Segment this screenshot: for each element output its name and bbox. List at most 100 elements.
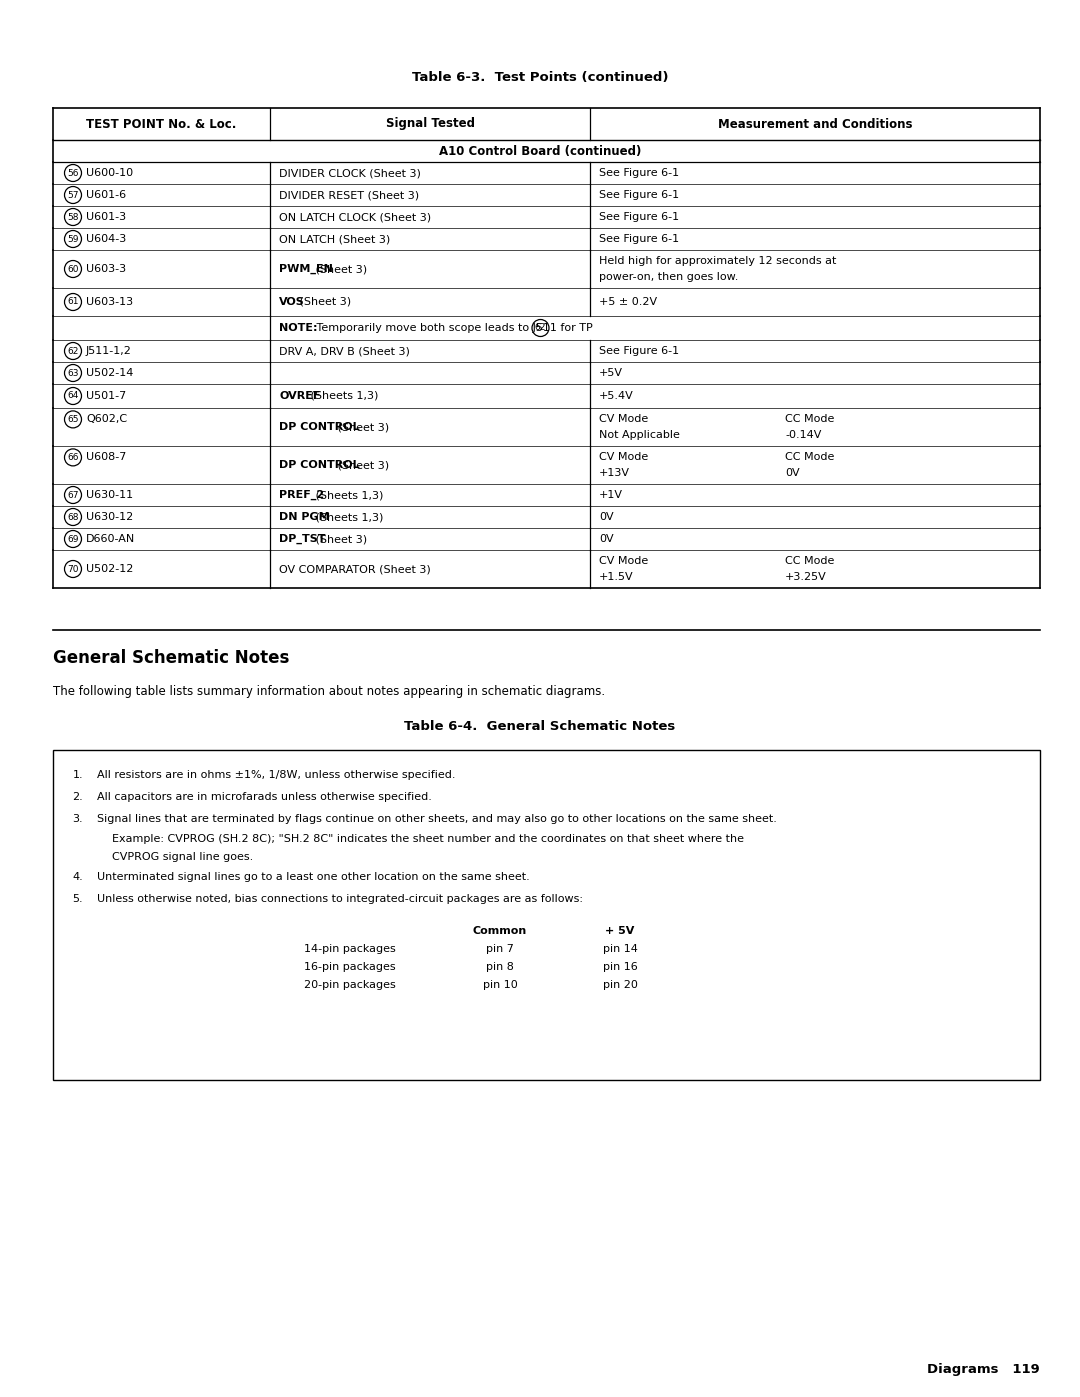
Text: U502-12: U502-12 — [86, 564, 133, 574]
Text: DIVIDER RESET (Sheet 3): DIVIDER RESET (Sheet 3) — [279, 190, 419, 200]
Text: U604-3: U604-3 — [86, 235, 126, 244]
Text: (Sheet 3): (Sheet 3) — [312, 534, 367, 543]
Text: 0V: 0V — [599, 534, 613, 543]
Text: 59: 59 — [67, 235, 79, 243]
Text: DIVIDER CLOCK (Sheet 3): DIVIDER CLOCK (Sheet 3) — [279, 168, 421, 177]
Text: DP_TST: DP_TST — [279, 534, 325, 545]
Text: 58: 58 — [67, 212, 79, 222]
Text: +5 ± 0.2V: +5 ± 0.2V — [599, 298, 657, 307]
Text: 65: 65 — [67, 415, 79, 423]
Text: +1.5V: +1.5V — [599, 571, 634, 581]
Text: 0V: 0V — [599, 511, 613, 522]
Text: Table 6-4.  General Schematic Notes: Table 6-4. General Schematic Notes — [404, 719, 676, 732]
Text: The following table lists summary information about notes appearing in schematic: The following table lists summary inform… — [53, 686, 605, 698]
Text: pin 16: pin 16 — [603, 963, 637, 972]
Text: pin 7: pin 7 — [486, 944, 514, 954]
Text: U603-13: U603-13 — [86, 298, 133, 307]
Text: 69: 69 — [67, 535, 79, 543]
Text: (Sheet 3): (Sheet 3) — [335, 422, 390, 432]
Text: (Sheet 3): (Sheet 3) — [335, 460, 390, 469]
Text: DP CONTROL: DP CONTROL — [279, 422, 360, 432]
Text: Unterminated signal lines go to a least one other location on the same sheet.: Unterminated signal lines go to a least … — [97, 872, 530, 882]
Text: U501-7: U501-7 — [86, 391, 126, 401]
Text: U600-10: U600-10 — [86, 168, 133, 177]
Text: 4.: 4. — [72, 872, 83, 882]
Text: All capacitors are in microfarads unless otherwise specified.: All capacitors are in microfarads unless… — [97, 792, 432, 802]
Text: Held high for approximately 12 seconds at: Held high for approximately 12 seconds a… — [599, 257, 836, 267]
Text: Example: CVPROG (SH.2 8C); "SH.2 8C" indicates the sheet number and the coordina: Example: CVPROG (SH.2 8C); "SH.2 8C" ind… — [112, 834, 744, 844]
Text: CC Mode: CC Mode — [785, 453, 835, 462]
Text: 66: 66 — [67, 453, 79, 462]
Text: (Sheets 1,3): (Sheets 1,3) — [312, 511, 383, 522]
Text: CV Mode: CV Mode — [599, 415, 648, 425]
Text: Signal lines that are terminated by flags continue on other sheets, and may also: Signal lines that are terminated by flag… — [97, 814, 777, 824]
Text: +1V: +1V — [599, 490, 623, 500]
Text: +5V: +5V — [599, 367, 623, 379]
Text: 62: 62 — [535, 324, 546, 332]
Text: See Figure 6-1: See Figure 6-1 — [599, 190, 679, 200]
Text: CVPROG signal line goes.: CVPROG signal line goes. — [112, 852, 253, 862]
Text: 70: 70 — [67, 564, 79, 574]
Text: U601-3: U601-3 — [86, 212, 126, 222]
Text: CV Mode: CV Mode — [599, 453, 648, 462]
Text: Diagrams   119: Diagrams 119 — [928, 1363, 1040, 1376]
Text: OVREF: OVREF — [279, 391, 321, 401]
Text: DP CONTROL: DP CONTROL — [279, 460, 360, 469]
Text: 1.: 1. — [72, 770, 83, 780]
Text: See Figure 6-1: See Figure 6-1 — [599, 168, 679, 177]
Text: + 5V: + 5V — [605, 926, 635, 936]
Text: 2.: 2. — [72, 792, 83, 802]
Text: U608-7: U608-7 — [86, 453, 126, 462]
Text: 0V: 0V — [785, 468, 799, 478]
Text: 5.: 5. — [72, 894, 83, 904]
Text: General Schematic Notes: General Schematic Notes — [53, 650, 289, 666]
Text: pin 8: pin 8 — [486, 963, 514, 972]
Text: Q602,C: Q602,C — [86, 415, 127, 425]
Text: NOTE:: NOTE: — [279, 323, 318, 332]
Text: CC Mode: CC Mode — [785, 556, 835, 566]
Text: Signal Tested: Signal Tested — [386, 117, 474, 130]
Text: CV Mode: CV Mode — [599, 556, 648, 566]
Text: 20-pin packages: 20-pin packages — [305, 981, 396, 990]
Text: 63: 63 — [67, 369, 79, 377]
Text: See Figure 6-1: See Figure 6-1 — [599, 346, 679, 356]
Text: 67: 67 — [67, 490, 79, 500]
Text: Table 6-3.  Test Points (continued): Table 6-3. Test Points (continued) — [411, 71, 669, 84]
Text: All resistors are in ohms ±1%, 1/8W, unless otherwise specified.: All resistors are in ohms ±1%, 1/8W, unl… — [97, 770, 456, 780]
Text: 68: 68 — [67, 513, 79, 521]
Text: pin 14: pin 14 — [603, 944, 637, 954]
Text: U603-3: U603-3 — [86, 264, 126, 274]
Text: 60: 60 — [67, 264, 79, 274]
Text: (Sheets 1,3): (Sheets 1,3) — [312, 490, 383, 500]
Text: (Sheet 3): (Sheet 3) — [312, 264, 367, 274]
Text: +5.4V: +5.4V — [599, 391, 634, 401]
Text: VOS: VOS — [279, 298, 305, 307]
Text: D660-AN: D660-AN — [86, 534, 135, 543]
Text: Temporarily move both scope leads to J511 for TP: Temporarily move both scope leads to J51… — [313, 323, 596, 332]
Text: pin 10: pin 10 — [483, 981, 517, 990]
Text: (Sheet 3): (Sheet 3) — [296, 298, 351, 307]
Text: +13V: +13V — [599, 468, 630, 478]
Text: 61: 61 — [67, 298, 79, 306]
Text: PREF_2: PREF_2 — [279, 490, 324, 500]
Text: A10 Control Board (continued): A10 Control Board (continued) — [438, 144, 642, 158]
Text: ON LATCH (Sheet 3): ON LATCH (Sheet 3) — [279, 235, 390, 244]
Text: See Figure 6-1: See Figure 6-1 — [599, 235, 679, 244]
Text: U630-11: U630-11 — [86, 490, 133, 500]
Text: Unless otherwise noted, bias connections to integrated-circuit packages are as f: Unless otherwise noted, bias connections… — [97, 894, 583, 904]
Text: OV COMPARATOR (Sheet 3): OV COMPARATOR (Sheet 3) — [279, 564, 431, 574]
Text: (Sheets 1,3): (Sheets 1,3) — [307, 391, 378, 401]
Text: U630-12: U630-12 — [86, 511, 133, 522]
Text: J511-1,2: J511-1,2 — [86, 346, 132, 356]
Text: 62: 62 — [67, 346, 79, 355]
Text: power-on, then goes low.: power-on, then goes low. — [599, 271, 739, 282]
Text: See Figure 6-1: See Figure 6-1 — [599, 212, 679, 222]
Text: DN PGM: DN PGM — [279, 511, 329, 522]
Text: Not Applicable: Not Applicable — [599, 430, 680, 440]
Text: -0.14V: -0.14V — [785, 430, 822, 440]
Text: 3.: 3. — [72, 814, 83, 824]
Text: 16-pin packages: 16-pin packages — [305, 963, 395, 972]
Text: U502-14: U502-14 — [86, 367, 133, 379]
Text: U601-6: U601-6 — [86, 190, 126, 200]
Text: Measurement and Conditions: Measurement and Conditions — [718, 117, 913, 130]
